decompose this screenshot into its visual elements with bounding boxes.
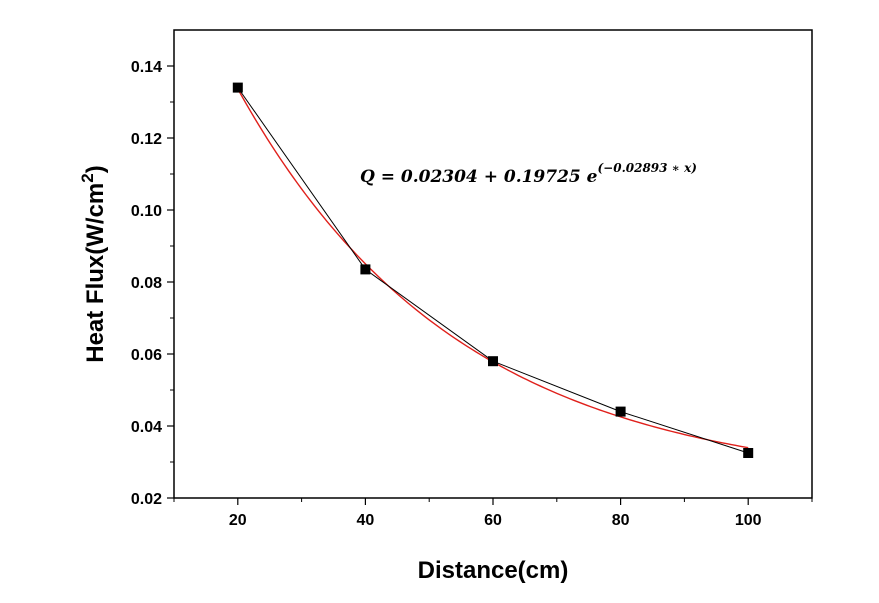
- fit-equation-exponent: (−0.02893 ∗ x): [598, 161, 698, 175]
- x-axis-title: Distance(cm): [418, 557, 569, 584]
- fit-equation: Q = 0.02304 + 0.19725 e(−0.02893 ∗ x): [360, 161, 697, 187]
- y-axis-title-main: Heat Flux(W/cm: [82, 183, 109, 363]
- data-point: [488, 356, 498, 367]
- data-connecting-line: [237, 87, 749, 454]
- y-axis-title-superscript: 2: [78, 173, 97, 182]
- x-tick-label: 40: [357, 512, 375, 529]
- plot-border: [173, 29, 813, 499]
- fit-curve-layer: [237, 88, 749, 449]
- data-point: [615, 406, 626, 417]
- x-tick-label: 60: [484, 512, 502, 529]
- y-tick-label: 0.02: [131, 491, 162, 508]
- axis-ticks: 20 40 60 80 100 0.02 0.04 0.06 0.08 0.10 0.12 0.14: [131, 59, 813, 529]
- y-tick-label: 0.14: [131, 59, 162, 76]
- y-tick-label: 0.12: [131, 131, 162, 148]
- fit-equation-main: Q = 0.02304 + 0.19725 e: [360, 167, 598, 187]
- y-tick-label: 0.08: [131, 275, 162, 292]
- plot-area: [173, 29, 813, 499]
- data-point: [360, 264, 371, 275]
- x-tick-label: 80: [612, 512, 630, 529]
- data-series-layer: [232, 82, 754, 458]
- fit-curve: [237, 88, 749, 449]
- data-point: [232, 82, 243, 93]
- x-tick-label: 20: [229, 512, 247, 529]
- x-tick-label: 100: [735, 512, 762, 529]
- y-axis-title: Heat Flux(W/cm2): [78, 165, 109, 363]
- y-tick-label: 0.10: [131, 203, 162, 220]
- data-point: [743, 448, 754, 458]
- y-tick-label: 0.06: [131, 347, 162, 364]
- y-tick-label: 0.04: [131, 419, 162, 436]
- y-axis-title-close: ): [82, 165, 109, 173]
